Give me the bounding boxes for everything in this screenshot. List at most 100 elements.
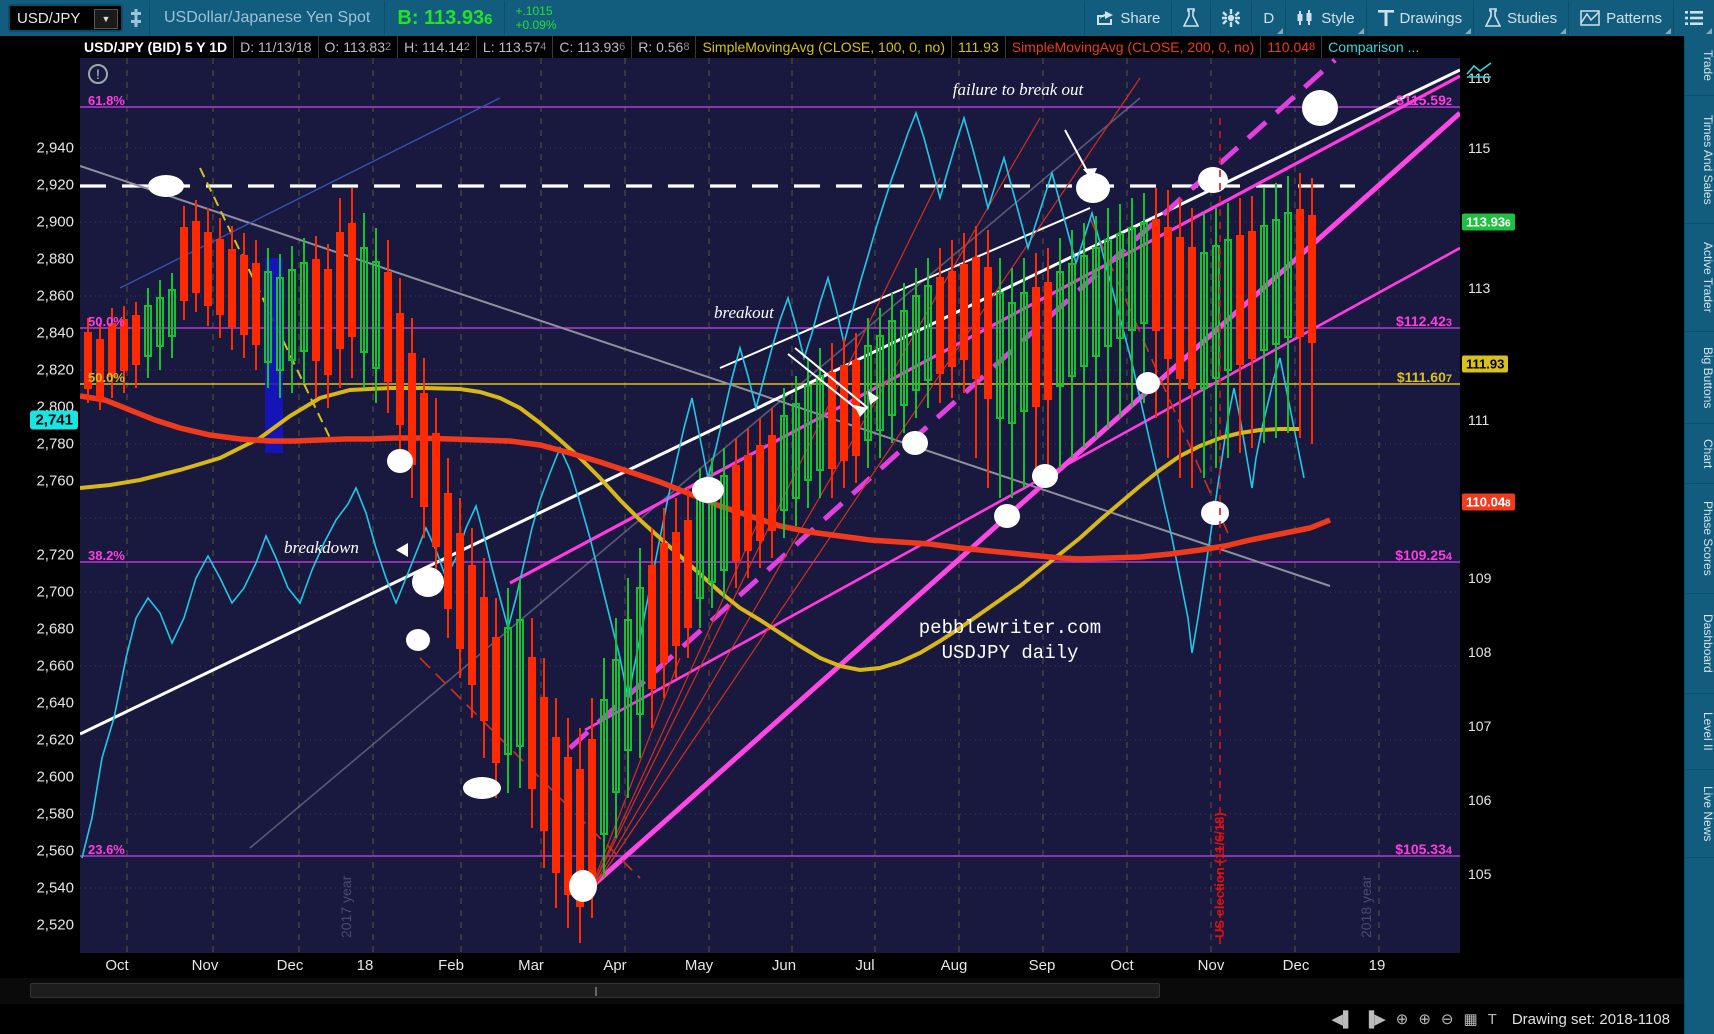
right-axis-tick: 109 <box>1468 570 1492 586</box>
timeframe-button[interactable]: D <box>1252 0 1285 36</box>
sidebar-item-chart[interactable]: Chart <box>1685 424 1714 484</box>
left-axis-tick: 2,900 <box>36 213 74 231</box>
symbol-selector[interactable]: USD/JPY ▼ <box>8 4 123 32</box>
share-label: Share <box>1120 9 1161 27</box>
fib-label-382: 38.2% <box>88 548 125 563</box>
zoom-out-icon[interactable]: ⊖ <box>1440 1011 1454 1028</box>
fib-label-236: 23.6% <box>88 842 125 857</box>
fib-price-50m: $112.423 <box>1396 313 1452 329</box>
quote-close: C: 113.93 6 <box>553 36 633 58</box>
fib-price-618: $115.592 <box>1396 92 1452 108</box>
horizontal-scrollbar[interactable] <box>0 978 1684 1004</box>
patterns-button[interactable]: Patterns <box>1569 0 1673 36</box>
watermark-line1: pebblewriter.com <box>918 617 1102 639</box>
patterns-label: Patterns <box>1606 9 1662 27</box>
sidebar-item-times-and-sales[interactable]: Times And Sales <box>1685 96 1714 224</box>
left-axis-tick: 2,720 <box>36 546 74 564</box>
left-axis-tick: 2,520 <box>36 916 74 934</box>
fib-price-50y: $111.607 <box>1396 369 1452 385</box>
symbol-text: USD/JPY <box>17 9 81 27</box>
annotation-us-election: US election (11/6/18) <box>1212 812 1227 938</box>
settings-button[interactable] <box>1211 0 1251 36</box>
annotation-breakdown: breakdown <box>284 538 359 557</box>
menu-button[interactable] <box>1674 0 1714 36</box>
chevron-down-icon[interactable]: ▼ <box>94 9 118 29</box>
right-price-axis[interactable]: 116 115 113 111 109 108 107 106 105 113.… <box>1460 58 1530 953</box>
style-button[interactable]: Style <box>1286 0 1365 36</box>
drawings-button[interactable]: Drawings <box>1367 0 1474 36</box>
share-icon <box>1097 11 1114 25</box>
left-axis-tick: 2,840 <box>36 324 74 342</box>
right-axis-tick: 115 <box>1468 140 1491 156</box>
sidebar-item-active-trader[interactable]: Active Trader <box>1685 224 1714 332</box>
watermark: pebblewriter.com USDJPY daily <box>880 616 1140 666</box>
share-button[interactable]: Share <box>1085 0 1171 36</box>
right-axis-tick: 106 <box>1468 792 1492 808</box>
study-sma200-value: 110.04 8 <box>1261 36 1323 58</box>
date-tick: Sep <box>1028 957 1056 974</box>
left-price-axis[interactable]: 2,940 2,920 2,900 2,880 2,860 2,840 2,82… <box>0 58 80 953</box>
study-sma200-label[interactable]: SimpleMovingAvg (CLOSE, 200, 0, no) <box>1006 36 1262 58</box>
fib-price-382: $109.254 <box>1395 547 1452 563</box>
left-axis-tick: 2,600 <box>36 768 74 786</box>
change-absolute: +.1015 <box>515 4 553 18</box>
date-tick: 18 <box>356 957 374 974</box>
date-tick: Feb <box>438 957 464 974</box>
fib-label-618: 61.8% <box>88 93 125 108</box>
fib-label-50-yellow: 50.0% <box>88 370 125 385</box>
studies-label: Studies <box>1507 9 1558 27</box>
axis-scale-icon[interactable] <box>1466 62 1492 83</box>
arrow-left-icon[interactable]: ◀▌ <box>1331 1011 1354 1028</box>
sidebar-item-trade[interactable]: Trade <box>1685 36 1714 96</box>
right-axis-tick: 105 <box>1468 866 1492 882</box>
timeframe-label: D <box>1263 9 1275 27</box>
sidebar-item-level-ii[interactable]: Level II <box>1685 694 1714 770</box>
left-axis-tick: 2,880 <box>36 250 74 268</box>
right-axis-tick: 107 <box>1468 718 1492 734</box>
date-tick: Nov <box>191 957 219 974</box>
sidebar-item-live-news[interactable]: Live News <box>1685 770 1714 858</box>
quote-date: D: 11/13/18 <box>234 36 319 58</box>
left-axis-tick: 2,820 <box>36 361 74 379</box>
gear-icon <box>1222 9 1241 27</box>
bid-value: B: 113.93 <box>397 6 485 29</box>
date-tick: Nov <box>1197 957 1225 974</box>
grid-icon[interactable]: ▦ <box>1463 1011 1478 1028</box>
right-sidebar: Trade Times And Sales Active Trader Big … <box>1684 36 1714 1034</box>
date-tick: Jun <box>771 957 797 974</box>
date-tick: Aug <box>940 957 968 974</box>
quote-range: R: 0.56 8 <box>632 36 697 58</box>
studies-button[interactable]: Studies <box>1474 0 1568 36</box>
zoom-in-icon[interactable]: ⊕ <box>1418 1011 1431 1028</box>
arrow-right-icon[interactable]: ▐▶ <box>1363 1011 1386 1028</box>
drawing-set-status: Drawing set: 2018-1108 <box>1511 1010 1670 1028</box>
text-t-icon[interactable]: T <box>1487 1010 1497 1028</box>
date-tick: Oct <box>1110 957 1134 974</box>
link-icon[interactable] <box>123 0 149 36</box>
sidebar-item-big-buttons[interactable]: Big Buttons <box>1685 332 1714 424</box>
plot-area[interactable]: ! 61.8% 50.0% 50.0% 38.2% 23.6% $115.592… <box>80 58 1460 953</box>
top-toolbar: USD/JPY ▼ USDollar/Japanese Yen Spot B: … <box>0 0 1714 36</box>
warning-icon[interactable]: ! <box>88 64 108 84</box>
candle-icon <box>1297 10 1312 25</box>
bottom-bar: ◀▌ ▐▶ ⊕ ⊕ ⊖ ▦ T Drawing set: 2018-1108 <box>0 978 1684 1034</box>
date-axis[interactable]: Oct Nov Dec 18 Feb Mar Apr May Jun Jul A… <box>80 953 1530 981</box>
scrollbar-thumb[interactable] <box>30 983 1160 998</box>
pattern-icon <box>1580 10 1600 26</box>
crosshair-icon[interactable]: ⊕ <box>1395 1011 1409 1028</box>
list-icon <box>1685 11 1703 25</box>
date-tick: Dec <box>1282 957 1310 974</box>
right-axis-tick: 111 <box>1468 412 1490 428</box>
study-sma100-label[interactable]: SimpleMovingAvg (CLOSE, 100, 0, no) <box>696 36 952 58</box>
flask-button[interactable] <box>1172 0 1210 36</box>
right-axis-tick: 116 <box>1468 70 1491 86</box>
quote-info-bar: USD/JPY (BID) 5 Y 1D D: 11/13/18 O: 113.… <box>0 36 1714 58</box>
left-axis-tick: 2,920 <box>36 176 74 194</box>
last-price-tag: 113.936 <box>1462 213 1515 231</box>
chart-container[interactable]: 2,940 2,920 2,900 2,880 2,860 2,840 2,82… <box>0 58 1530 981</box>
sidebar-item-phase-scores[interactable]: Phase Scores <box>1685 484 1714 594</box>
study-comparison-label[interactable]: Comparison ... <box>1328 39 1420 55</box>
left-axis-tick: 2,680 <box>36 620 74 638</box>
fib-price-236: $105.334 <box>1395 841 1452 857</box>
sidebar-item-dashboard[interactable]: Dashboard <box>1685 594 1714 694</box>
